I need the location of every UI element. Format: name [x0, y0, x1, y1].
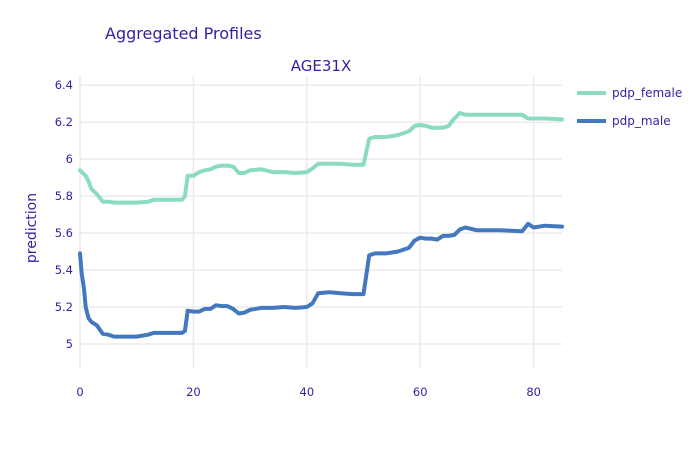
- y-tick-labels: 5 5.2 5.4 5.6 5.8 6 6.2 6.4: [55, 78, 73, 351]
- y-gridlines: [80, 84, 562, 345]
- y-tick-label: 5.4: [55, 263, 73, 277]
- x-gridlines: [79, 76, 535, 368]
- series-lines: [78, 111, 564, 339]
- x-tick-label: 40: [300, 385, 315, 399]
- y-axis-title: prediction: [24, 193, 40, 263]
- legend: pdp_female pdp_male: [577, 86, 682, 128]
- series-line-pdp_female: [78, 111, 564, 205]
- series-line-pdp_male: [78, 221, 564, 339]
- x-tick-label: 80: [526, 385, 541, 399]
- y-tick-label: 6: [66, 152, 73, 166]
- subplot-title: AGE31X: [291, 57, 351, 75]
- x-tick-label: 60: [413, 385, 428, 399]
- y-tick-label: 5.6: [55, 226, 73, 240]
- legend-label: pdp_female: [612, 86, 682, 100]
- y-tick-label: 5.8: [55, 189, 73, 203]
- y-tick-label: 5.2: [55, 300, 73, 314]
- chart-title: Aggregated Profiles: [105, 24, 262, 43]
- x-tick-labels: 0 20 40 60 80: [76, 385, 541, 399]
- legend-label: pdp_male: [612, 114, 671, 128]
- x-tick-label: 20: [186, 385, 201, 399]
- y-tick-label: 6.4: [55, 78, 73, 92]
- x-tick-label: 0: [76, 385, 83, 399]
- y-tick-label: 5: [66, 337, 73, 351]
- y-tick-label: 6.2: [55, 115, 73, 129]
